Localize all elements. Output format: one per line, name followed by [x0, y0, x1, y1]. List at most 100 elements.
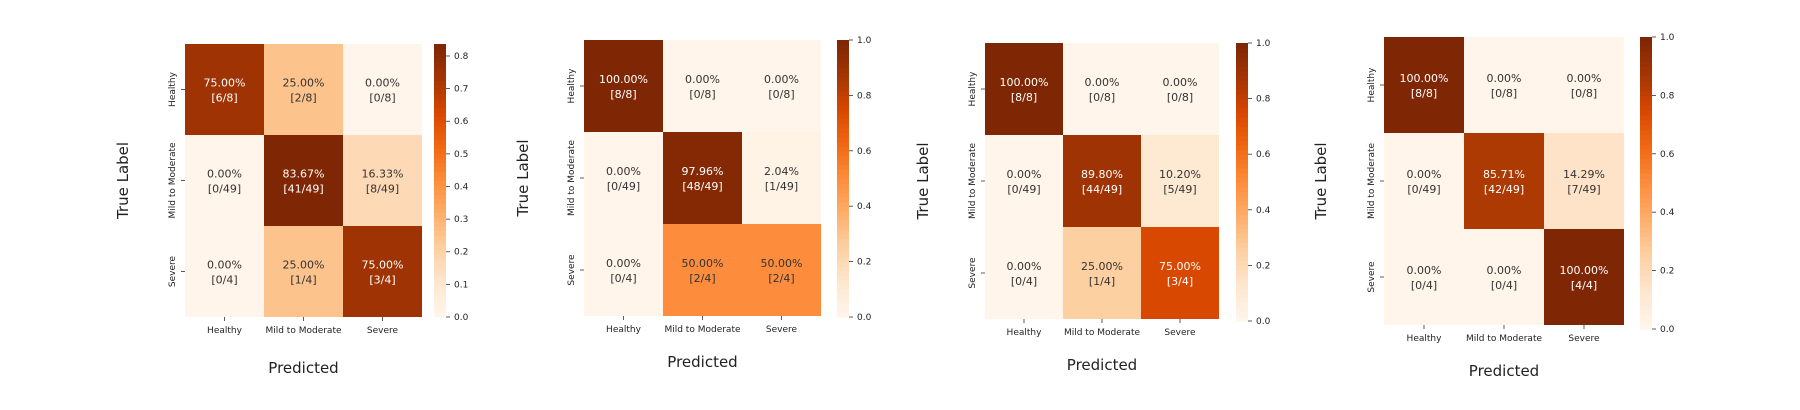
colorbar-segment — [1236, 191, 1248, 197]
heatmap-cell — [1063, 135, 1141, 227]
cell-count-label: [6/8] — [211, 92, 237, 105]
colorbar-segment — [837, 72, 849, 78]
y-tick-label: Severe — [1367, 261, 1377, 293]
colorbar-segment — [1236, 93, 1248, 100]
colorbar-segment — [837, 67, 849, 73]
colorbar-segment — [1236, 232, 1248, 239]
cell-count-label: [8/8] — [610, 88, 636, 101]
heatmap-cell — [663, 40, 742, 132]
heatmap-cell — [1464, 133, 1544, 229]
colorbar-segment — [1236, 172, 1248, 178]
colorbar-segment — [1640, 236, 1652, 242]
colorbar-segment — [1236, 205, 1248, 211]
y-axis-label: True Label — [914, 142, 932, 220]
colorbar-segment — [1236, 75, 1248, 81]
colorbar-segment — [837, 201, 849, 207]
colorbar-segment — [837, 233, 849, 240]
colorbar-segment — [1640, 153, 1652, 160]
colorbar-segment — [837, 100, 849, 106]
confusion-matrix-panel-4: 100.00% [8/8] 0.00% [0/8] 0.00% [0/8] 0.00% [0/… — [1312, 33, 1675, 380]
colorbar-segment — [1236, 265, 1248, 271]
colorbar-segment — [434, 180, 446, 186]
cell-percent-label: 50.00% — [761, 257, 803, 270]
y-tick-label: Mild to Moderate — [968, 143, 978, 220]
cell-percent-label: 100.00% — [1400, 72, 1449, 85]
colorbar-segment — [1236, 200, 1248, 206]
colorbar-segment — [1640, 294, 1652, 301]
colorbar-tick-label: 0.6 — [454, 117, 469, 127]
colorbar-segment — [837, 49, 849, 55]
colorbar-segment — [434, 289, 446, 295]
heatmap-cell — [985, 43, 1063, 135]
colorbar-segment — [1236, 195, 1248, 202]
colorbar-segment — [1236, 149, 1248, 155]
colorbar-tick-label: 0.4 — [1660, 208, 1675, 218]
colorbar-segment — [1236, 209, 1248, 216]
cell-percent-label: 75.00% — [204, 77, 246, 90]
colorbar-segment — [434, 121, 446, 127]
colorbar: 0.0 0.2 0.4 0.6 0.8 1.0 — [1236, 39, 1271, 327]
colorbar-segment — [1236, 307, 1248, 313]
colorbar-segment — [1640, 114, 1652, 121]
colorbar-segment — [1236, 186, 1248, 192]
colorbar-segment — [434, 130, 446, 136]
colorbar-segment — [1640, 256, 1652, 262]
cell-count-label: [0/49] — [208, 183, 241, 196]
cell-percent-label: 89.80% — [1081, 168, 1123, 181]
colorbar-segment — [434, 98, 446, 104]
colorbar-segment — [1236, 260, 1248, 266]
colorbar-segment — [434, 248, 446, 254]
colorbar-segment — [837, 293, 849, 300]
heatmap-cell — [264, 135, 343, 226]
colorbar-segment — [1640, 178, 1652, 184]
cell-percent-label: 0.00% — [1007, 168, 1042, 181]
colorbar-segment — [1236, 158, 1248, 165]
colorbar-segment — [1640, 270, 1652, 277]
colorbar-segment — [837, 40, 849, 46]
cell-count-label: [2/4] — [689, 272, 715, 285]
colorbar-segment — [434, 116, 446, 122]
colorbar-segment — [434, 253, 446, 259]
colorbar-segment — [434, 112, 446, 118]
colorbar-segment — [837, 270, 849, 277]
colorbar-segment — [837, 192, 849, 198]
colorbar-segment — [837, 243, 849, 249]
colorbar-segment — [434, 216, 446, 223]
heatmap-cell — [1063, 227, 1141, 319]
colorbar-segment — [1640, 285, 1652, 291]
x-tick-label: Mild to Moderate — [1466, 334, 1543, 344]
colorbar-segment — [434, 294, 446, 300]
colorbar-tick-label: 1.0 — [1660, 33, 1675, 43]
heatmap-cell — [1464, 37, 1544, 133]
colorbar-segment — [1640, 265, 1652, 272]
x-axis-label: Predicted — [667, 353, 737, 371]
colorbar-segment — [434, 84, 446, 91]
y-tick-label: Healthy — [968, 71, 978, 107]
colorbar-segment — [1236, 237, 1248, 243]
colorbar-segment — [1640, 66, 1652, 72]
colorbar-segment — [837, 123, 849, 129]
colorbar-segment — [837, 173, 849, 180]
colorbar-tick-label: 1.0 — [1256, 39, 1271, 49]
colorbar-segment — [434, 53, 446, 59]
cell-count-label: [8/8] — [1011, 91, 1037, 104]
colorbar-segment — [1640, 260, 1652, 267]
colorbar-tick-label: 0.8 — [454, 52, 469, 62]
colorbar-segment — [837, 58, 849, 64]
heatmap-cell — [985, 135, 1063, 227]
heatmap-cell — [185, 135, 264, 226]
colorbar-segment — [434, 194, 446, 200]
colorbar-segment — [434, 135, 446, 141]
cell-count-label: [48/49] — [682, 180, 722, 193]
heatmap-cell — [1384, 37, 1464, 133]
colorbar-segment — [1640, 212, 1652, 218]
cell-count-label: [0/4] — [211, 274, 237, 287]
colorbar: 0.0 0.1 0.2 0.3 0.4 0.5 0.6 0.7 0.8 — [434, 44, 469, 323]
colorbar-segment — [1236, 214, 1248, 220]
colorbar-segment — [434, 148, 446, 154]
heatmap-cell — [185, 44, 264, 135]
colorbar-segment — [434, 44, 446, 50]
cell-count-label: [7/49] — [1567, 183, 1600, 196]
heatmap-cell — [343, 135, 422, 226]
